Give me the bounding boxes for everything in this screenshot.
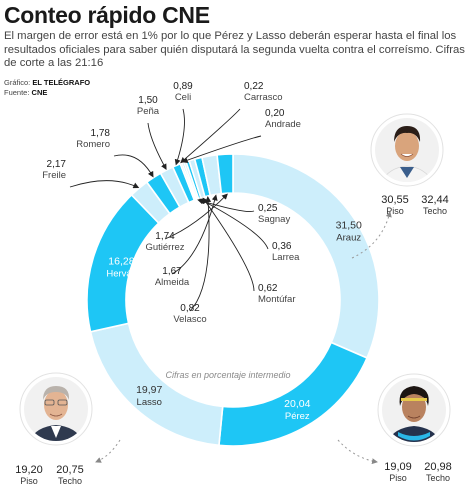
value-label-velasco: 0,82 <box>180 303 200 314</box>
arauz-techo-value: 32,44 <box>421 194 449 206</box>
lasso-techo-value: 20,75 <box>56 464 84 476</box>
credit-graphic: Gráfico: EL TELÉGRAFO <box>4 78 90 87</box>
leader-montufar <box>202 197 255 292</box>
value-label-pena: 1,50 <box>138 95 158 106</box>
leader-larrea <box>199 198 269 250</box>
name-label-freile: Freile <box>42 170 66 181</box>
name-label-arauz: Arauz <box>336 233 361 244</box>
leader-celi <box>174 108 185 166</box>
arauz-piso: 30,55 Piso <box>378 195 412 217</box>
name-label-hervas: Hervás <box>106 269 136 280</box>
leader-lines <box>69 108 269 312</box>
name-label-carrasco: Carrasco <box>244 92 283 103</box>
lasso-piso-label: Piso <box>20 476 38 486</box>
avatar-lasso <box>19 372 93 446</box>
name-label-lasso: Lasso <box>137 397 162 408</box>
avatar-perez <box>377 373 451 447</box>
value-label-larrea: 0,36 <box>272 241 292 252</box>
value-label-sagnay: 0,25 <box>258 203 278 214</box>
subtitle: El margen de error está en 1% por lo que… <box>4 30 465 69</box>
value-label-arauz: 31,50 <box>336 220 362 232</box>
credit-source: Fuente: CNE <box>4 88 47 97</box>
lasso-techo-label: Techo <box>57 476 83 486</box>
value-label-perez: 20,04 <box>284 398 310 410</box>
lasso-piso-value: 19,20 <box>15 464 43 476</box>
name-label-sagnay: Sagnay <box>258 214 290 225</box>
name-label-montufar: Montúfar <box>258 294 296 305</box>
leader-romero <box>113 154 154 178</box>
value-label-freile: 2,17 <box>47 159 67 170</box>
credit-source-label: Fuente: <box>4 88 30 97</box>
slice-arauz <box>232 153 380 360</box>
leader-freile <box>69 180 140 189</box>
arauz-piso-label: Piso <box>386 206 404 216</box>
credit-graphic-source: EL TELÉGRAFO <box>32 78 91 87</box>
lasso-piso: 19,20 Piso <box>12 465 46 487</box>
value-label-celi: 0,89 <box>173 81 193 92</box>
lasso-techo: 20,75 Techo <box>50 465 90 487</box>
perez-techo: 20,98 Techo <box>418 462 458 484</box>
leader-velasco <box>189 196 212 312</box>
value-label-almeida: 1,67 <box>162 266 182 277</box>
name-label-pena: Peña <box>137 106 160 117</box>
value-label-montufar: 0,62 <box>258 283 278 294</box>
slice-perez <box>218 341 369 447</box>
name-label-romero: Romero <box>76 139 110 150</box>
pointer-lasso <box>95 439 121 463</box>
value-label-lasso: 19,97 <box>136 384 162 396</box>
arauz-techo-label: Techo <box>422 206 448 216</box>
pointer-perez <box>337 439 378 465</box>
perez-piso-label: Piso <box>389 473 407 483</box>
leader-andrade <box>181 135 262 164</box>
page-title: Conteo rápido CNE <box>4 2 210 28</box>
perez-techo-value: 20,98 <box>424 461 452 473</box>
name-label-andrade: Andrade <box>265 119 301 130</box>
perez-piso-value: 19,09 <box>384 461 412 473</box>
perez-techo-label: Techo <box>425 473 451 483</box>
credit-source-value: CNE <box>31 88 48 97</box>
value-label-gutierrez: 1,74 <box>155 231 175 242</box>
donut-slices <box>86 153 380 447</box>
avatar-arauz <box>370 113 444 187</box>
value-label-romero: 1,78 <box>91 128 111 139</box>
credit-graphic-label: Gráfico: <box>4 78 31 87</box>
value-label-andrade: 0,20 <box>265 108 285 119</box>
arauz-techo: 32,44 Techo <box>415 195 455 217</box>
pointer-arauz <box>351 211 392 259</box>
leader-sagnay <box>197 198 255 212</box>
name-label-larrea: Larrea <box>272 252 300 263</box>
svg-text:Cifras en porcentaje intermedi: Cifras en porcentaje intermedio <box>165 370 290 380</box>
value-label-hervas: 16,28 <box>108 256 134 268</box>
name-label-celi: Celi <box>175 92 191 103</box>
value-label-carrasco: 0,22 <box>244 81 264 92</box>
perez-piso: 19,09 Piso <box>381 462 415 484</box>
leader-carrasco <box>180 108 241 164</box>
name-label-gutierrez: Gutiérrez <box>145 242 184 253</box>
leader-pena <box>147 122 167 170</box>
name-label-almeida: Almeida <box>155 277 190 288</box>
center-note: Cifras en porcentaje intermedio <box>165 370 290 380</box>
leader-gutierrez <box>164 193 228 240</box>
arauz-piso-value: 30,55 <box>381 194 409 206</box>
name-label-velasco: Velasco <box>173 314 206 325</box>
name-label-perez: Pérez <box>285 411 310 422</box>
